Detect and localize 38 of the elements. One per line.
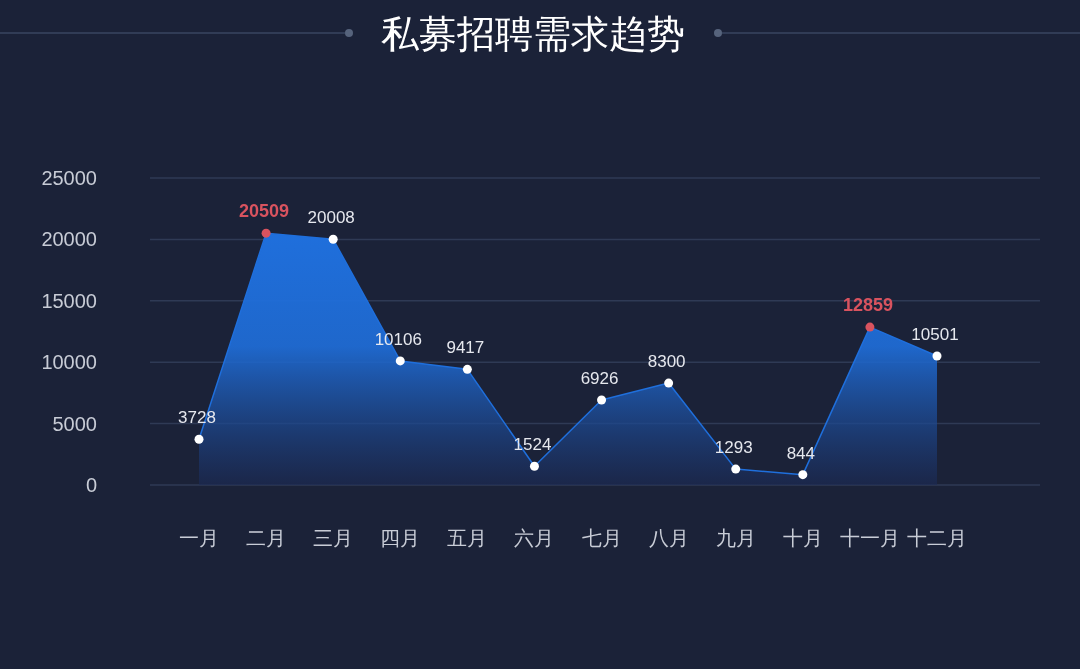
point bbox=[261, 228, 271, 238]
data-label: 10501 bbox=[911, 325, 959, 345]
x-tick-label: 四月 bbox=[380, 527, 421, 549]
y-tick-label: 0 bbox=[85, 474, 97, 496]
chart-title: 私募招聘需求趋势 bbox=[381, 13, 685, 55]
point bbox=[865, 322, 875, 332]
point bbox=[194, 434, 204, 444]
x-tick-label: 八月 bbox=[648, 527, 689, 549]
y-tick-label: 10000 bbox=[41, 351, 97, 374]
y-tick-label: 15000 bbox=[41, 289, 97, 312]
x-tick-label: 七月 bbox=[581, 527, 622, 549]
data-label: 8300 bbox=[647, 352, 686, 372]
data-label: 9417 bbox=[446, 338, 485, 358]
y-tick-label: 25000 bbox=[41, 167, 97, 189]
x-tick-label: 五月 bbox=[447, 527, 488, 549]
x-tick-label: 十月 bbox=[782, 527, 823, 549]
x-tick-label: 十一月 bbox=[839, 527, 900, 549]
point bbox=[798, 470, 808, 480]
point bbox=[328, 234, 338, 244]
y-tick-label: 5000 bbox=[52, 412, 97, 435]
x-tick-label: 六月 bbox=[514, 527, 555, 549]
data-label: 20509 bbox=[239, 201, 290, 222]
point bbox=[664, 378, 674, 388]
point bbox=[462, 364, 472, 374]
data-label: 20008 bbox=[307, 208, 355, 228]
point bbox=[731, 464, 741, 474]
x-tick-label: 十二月 bbox=[907, 527, 967, 549]
point bbox=[395, 356, 405, 366]
x-tick-label: 三月 bbox=[313, 527, 354, 549]
y-tick-label: 20000 bbox=[41, 228, 97, 251]
x-tick-label: 九月 bbox=[715, 527, 756, 549]
point bbox=[932, 351, 942, 361]
x-tick-label: 一月 bbox=[179, 527, 219, 549]
point bbox=[597, 395, 607, 405]
data-label: 12859 bbox=[842, 295, 893, 316]
point bbox=[529, 461, 539, 471]
data-label: 6926 bbox=[580, 368, 619, 388]
x-tick-label: 二月 bbox=[246, 527, 287, 549]
